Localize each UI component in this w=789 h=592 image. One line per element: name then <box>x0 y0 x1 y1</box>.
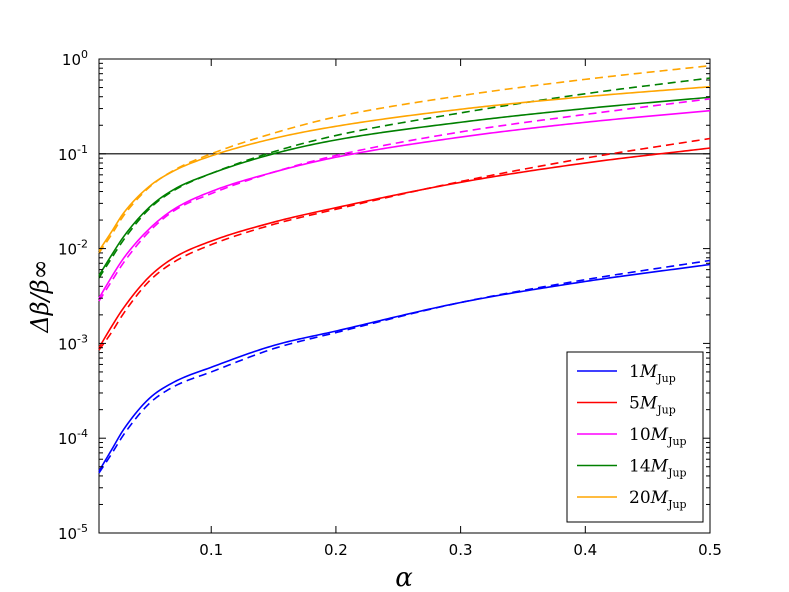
legend: 1MJup 5MJup 10MJup 14MJup 20MJup <box>566 351 704 523</box>
series-solid-5M_Jup <box>98 147 711 349</box>
series-dashed-5M_Jup <box>98 137 711 351</box>
y-tick-label-3: 10-2 <box>58 238 88 259</box>
x-tick-label-0: 0.1 <box>199 541 223 559</box>
legend-label-1M_Jup: 1MJup <box>629 362 676 385</box>
ticks-layer: 0.1 0.2 0.3 0.4 0.5 10-5 10-4 10-3 10-2 10-1 100 <box>58 48 722 559</box>
legend-label-10M_Jup: 10MJup <box>629 425 687 448</box>
x-tick-label-3: 0.4 <box>573 541 597 559</box>
x-tick-label-2: 0.3 <box>449 541 473 559</box>
series-dashed-10M_Jup <box>98 98 711 302</box>
x-tick-label-1: 0.2 <box>324 541 348 559</box>
series-dashed-14M_Jup <box>98 77 711 279</box>
series-dashed-20M_Jup <box>98 64 711 254</box>
legend-label-5M_Jup: 5MJup <box>629 394 676 417</box>
y-tick-label-0: 10-5 <box>58 522 88 543</box>
y-tick-label-4: 10-1 <box>58 143 88 164</box>
y-tick-label-2: 10-3 <box>58 332 88 353</box>
legend-label-14M_Jup: 14MJup <box>629 457 687 480</box>
plot-frame <box>98 58 711 534</box>
series-solid-10M_Jup <box>98 109 711 299</box>
y-tick-label-5: 100 <box>62 48 88 69</box>
series-solid-14M_Jup <box>98 96 711 276</box>
series-solid-1M_Jup <box>98 263 711 472</box>
y-tick-label-1: 10-4 <box>58 427 88 448</box>
y-axis-title: Δβ/β∞ <box>26 259 54 333</box>
legend-label-20M_Jup: 20MJup <box>629 488 687 511</box>
x-axis-title: α <box>395 563 413 592</box>
series-layer <box>98 64 711 474</box>
x-tick-label-4: 0.5 <box>698 541 722 559</box>
legend-box <box>566 351 704 523</box>
series-solid-20M_Jup <box>98 85 711 252</box>
